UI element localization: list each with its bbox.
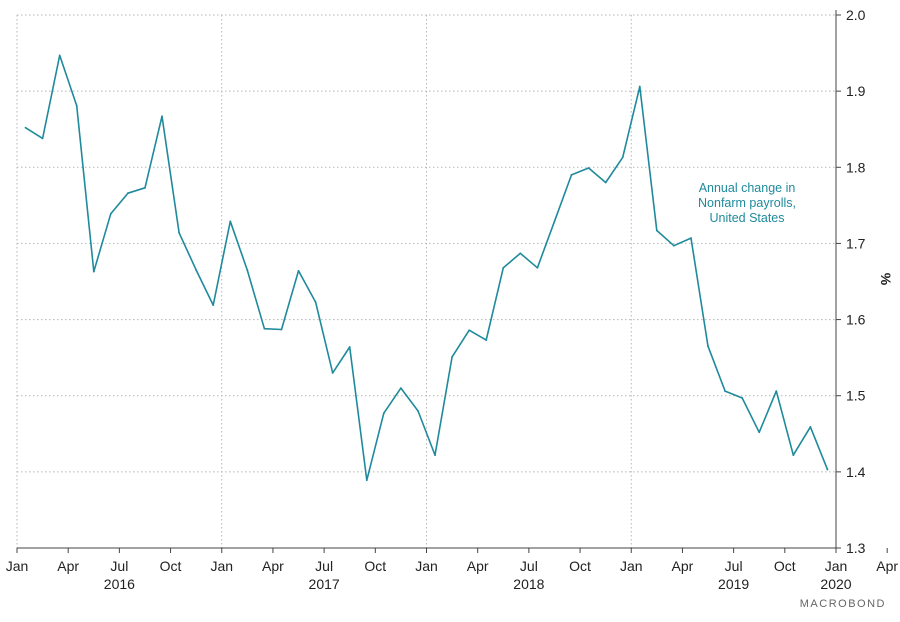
x-year-label: 2016	[104, 576, 135, 592]
data-point	[195, 269, 198, 271]
data-point	[502, 266, 505, 269]
data-point	[468, 329, 471, 332]
data-point	[109, 212, 112, 215]
data-point	[263, 327, 266, 330]
x-year-label: 2017	[309, 576, 340, 592]
data-point	[553, 220, 556, 223]
x-tick-label: Oct	[774, 558, 796, 574]
series-label-line-2: Nonfarm payrolls,	[698, 196, 796, 210]
data-point	[382, 412, 385, 415]
data-point	[212, 304, 215, 307]
data-point	[41, 137, 44, 140]
x-tick-label: Jan	[620, 558, 643, 574]
x-tick-label: Oct	[569, 558, 591, 574]
data-point	[297, 269, 300, 272]
data-point	[280, 328, 283, 331]
data-point	[587, 167, 590, 169]
macrobond-watermark: MACROBOND	[799, 598, 886, 610]
x-tick-label: Jul	[315, 558, 333, 574]
x-tick-label: Apr	[467, 558, 489, 574]
y-tick-label: 1.5	[846, 388, 866, 404]
y-tick-label: 1.4	[846, 464, 866, 480]
data-point	[690, 237, 692, 239]
data-point	[451, 355, 453, 358]
x-tick-label: Oct	[364, 558, 386, 574]
data-point	[434, 454, 436, 457]
x-tick-label: Jul	[725, 558, 743, 574]
x-tick-label: Apr	[57, 558, 79, 574]
data-point	[826, 468, 829, 471]
data-point	[519, 252, 522, 255]
data-point	[724, 390, 726, 393]
y-tick-label: 1.3	[846, 540, 866, 556]
series-label-line-1: Annual change in	[699, 181, 796, 195]
series-group	[24, 54, 829, 482]
data-point	[792, 454, 795, 457]
x-tick-label: Jul	[520, 558, 538, 574]
series-line	[25, 54, 829, 482]
grid-lines	[16, 14, 837, 549]
data-point	[92, 270, 95, 273]
data-point	[229, 220, 232, 223]
data-point	[741, 397, 744, 399]
data-point	[536, 266, 539, 269]
y-tick-label: 1.9	[846, 83, 866, 99]
data-point	[758, 431, 761, 434]
x-tick-label: Apr	[262, 558, 284, 574]
x-tick-label: Jan	[6, 558, 29, 574]
data-point	[707, 345, 709, 348]
data-point	[809, 426, 812, 428]
data-point	[417, 410, 419, 412]
data-point	[604, 181, 607, 184]
x-tick-label: Jan	[415, 558, 438, 574]
data-point	[331, 371, 334, 374]
y-tick-label: 1.6	[846, 312, 866, 328]
data-point	[58, 54, 61, 57]
data-point	[314, 301, 317, 303]
data-point	[144, 186, 146, 189]
data-point	[655, 229, 658, 232]
x-year-label: 2018	[513, 576, 544, 592]
data-point	[178, 231, 180, 234]
data-point	[75, 104, 78, 107]
data-point	[621, 156, 624, 159]
series-label-line-3: United States	[709, 211, 784, 225]
data-point	[348, 346, 351, 348]
data-point	[775, 390, 778, 393]
data-point	[246, 269, 249, 271]
data-point	[400, 387, 402, 389]
data-point	[638, 85, 641, 88]
x-year-label: 2019	[718, 576, 749, 592]
y-tick-label: 1.7	[846, 235, 866, 251]
data-point	[673, 244, 675, 247]
data-point	[24, 126, 27, 129]
x-tick-label: Apr	[876, 558, 898, 574]
x-tick-label: Jul	[110, 558, 128, 574]
y-tick-label: 2.0	[846, 7, 866, 23]
data-point	[127, 192, 129, 195]
x-tick-label: Apr	[672, 558, 694, 574]
data-point	[570, 174, 573, 176]
x-tick-label: Oct	[160, 558, 182, 574]
x-tick-label: Jan	[210, 558, 233, 574]
x-year-label: 2020	[820, 576, 851, 592]
y-tick-label: 1.8	[846, 159, 866, 175]
data-point	[161, 115, 163, 118]
x-tick-label: Jan	[825, 558, 848, 574]
y-axis-unit-label: %	[878, 273, 894, 286]
x-axis-ticks: Jan Apr Jul Oct Jan Apr Jul Oct Jan Apr Jul Oct Jan A…	[6, 548, 898, 592]
data-point	[365, 479, 368, 482]
y-axis-ticks: 1.3 1.4 1.5 1.6 1.7 1.8 1.9 2.0	[836, 7, 866, 556]
data-point	[485, 339, 488, 342]
